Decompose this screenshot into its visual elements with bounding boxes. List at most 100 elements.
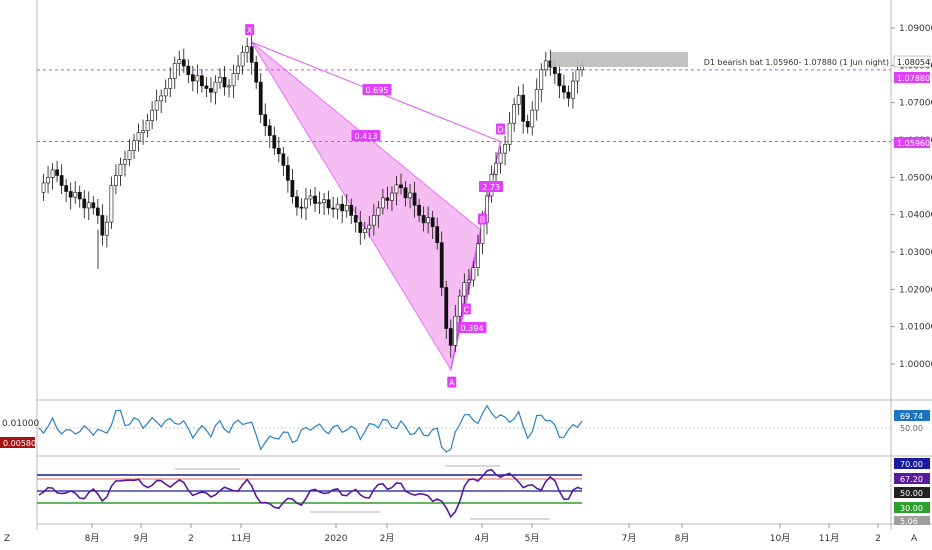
candle-body	[222, 76, 227, 88]
osc1-line	[38, 404, 583, 453]
time-tick-label: 2	[188, 534, 194, 544]
candle-body	[227, 85, 231, 88]
candle-body	[439, 242, 444, 288]
candle-body	[340, 203, 345, 212]
candle-body	[385, 197, 390, 201]
candle-body	[82, 198, 87, 209]
pattern-ratio-label: 0.394	[461, 324, 484, 333]
candle-body	[285, 165, 290, 181]
candle-body	[575, 69, 580, 82]
candle-body	[562, 85, 566, 93]
osc1-tick: 0.01000	[2, 419, 39, 429]
time-axis-end[interactable]: A	[911, 534, 918, 544]
candle-body	[254, 62, 259, 83]
candle-body	[68, 191, 73, 198]
candle-body	[181, 59, 186, 67]
candle-body	[46, 177, 50, 184]
price-levels	[37, 69, 891, 142]
candle-body	[435, 226, 440, 243]
candle-body	[521, 94, 526, 122]
target-zone-box	[551, 52, 688, 67]
candle-body	[195, 75, 200, 82]
candle-body	[59, 175, 64, 186]
candle-body	[276, 147, 281, 155]
time-axis-start[interactable]: Z	[4, 534, 10, 544]
time-tick-label: 8月	[675, 533, 690, 544]
osc2-label-6720: 67.20	[900, 475, 923, 484]
pattern-point-b-box	[477, 213, 487, 225]
candle-body	[353, 215, 358, 223]
candle-body	[335, 203, 340, 210]
candle-body	[358, 221, 363, 233]
candle-body	[159, 95, 164, 102]
candle-body	[77, 191, 82, 200]
osc2-label-50: 50.00	[900, 489, 923, 498]
candle-body	[448, 328, 453, 346]
candle-body	[326, 199, 331, 209]
candle-body	[204, 85, 209, 89]
osc2-badge-50	[894, 487, 930, 498]
candle-body	[186, 65, 191, 75]
osc2-badge-30	[894, 502, 930, 513]
osc2-label-506: 5.06	[900, 517, 918, 526]
pattern-labels: X A B C D 0.695 0.413 2.73 0.394	[245, 24, 506, 388]
pattern-point-x-box	[245, 24, 255, 36]
candle-body	[322, 199, 326, 204]
candle-body	[376, 207, 381, 216]
time-tick-label: 2月	[380, 533, 395, 544]
price-tick-label: 1.04000	[899, 211, 932, 221]
candle-body	[557, 73, 562, 87]
osc2-badge-506	[894, 516, 930, 525]
candle-body	[299, 206, 304, 209]
time-tick-label: 9月	[134, 533, 149, 544]
candle-body	[55, 169, 59, 176]
candle-body	[308, 195, 313, 200]
candle-body	[394, 184, 399, 194]
price-badges: 1.08054 1.07880 1.05960	[893, 55, 931, 148]
candle-body	[485, 195, 489, 223]
candle-body	[381, 197, 385, 209]
price-tick-label: 1.01000	[899, 323, 932, 333]
price-tick-label: 1.07000	[899, 99, 932, 109]
candle-body	[417, 205, 421, 216]
candle-body	[272, 135, 277, 149]
candle-body	[539, 69, 544, 90]
pane-borders	[36, 0, 932, 530]
lower-level-badge	[894, 137, 930, 148]
candle-body	[236, 65, 240, 74]
candle-body	[104, 221, 109, 236]
candle-body	[218, 76, 222, 83]
candle-body	[200, 75, 204, 87]
oscillator-1-pane: 0.01000 0.00580 50.00 69.74	[0, 404, 930, 453]
time-axis[interactable]: 8月 9月 2 11月 2020 2月 4月 5月 7月 8月 10月 11月 2	[85, 524, 881, 544]
candle-body	[371, 215, 376, 226]
candle-body	[245, 46, 250, 53]
pattern-point-d-box	[496, 123, 506, 135]
candle-body	[213, 81, 218, 93]
candle-body	[304, 198, 308, 209]
candle-body	[344, 205, 349, 212]
candle-body	[408, 192, 412, 199]
candle-body	[453, 315, 458, 346]
candle-body	[571, 80, 575, 99]
candle-body	[100, 215, 105, 236]
candle-body	[331, 207, 336, 210]
candle-body	[421, 215, 426, 224]
candle-body	[494, 162, 498, 175]
candle-body	[41, 182, 46, 193]
candle-body	[462, 282, 467, 297]
pattern-point-b: B	[480, 215, 486, 224]
time-tick-label: 5月	[525, 533, 540, 544]
time-tick-label: 2	[875, 534, 881, 544]
candle-body	[362, 228, 367, 233]
candle-body	[95, 207, 100, 216]
candle-body	[190, 74, 195, 82]
pattern-point-x: X	[247, 26, 253, 35]
candle-body	[390, 192, 394, 201]
candle-body	[150, 109, 155, 121]
candle-body	[263, 114, 268, 127]
osc1-left-badge	[0, 437, 35, 448]
candle-body	[534, 89, 539, 111]
candle-body	[313, 195, 317, 204]
time-tick-label: 7月	[622, 533, 637, 544]
